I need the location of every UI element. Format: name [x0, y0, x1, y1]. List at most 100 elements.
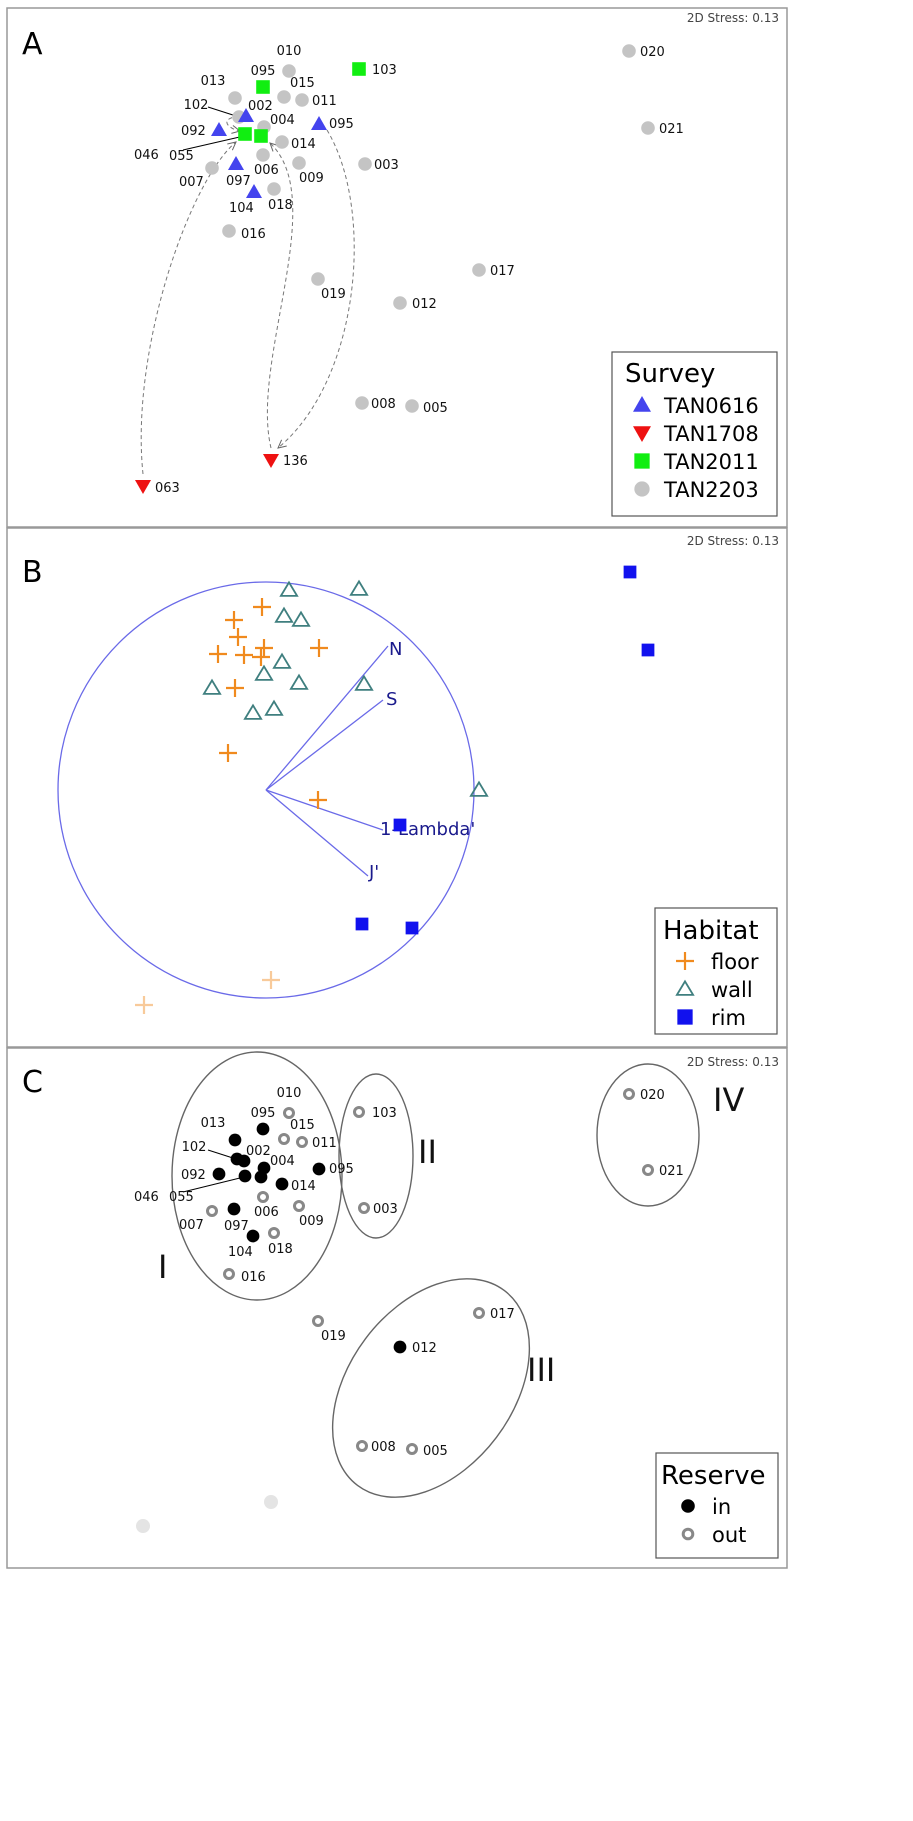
reserve-point-label-020: 020: [640, 1088, 665, 1103]
point-002: [238, 108, 254, 122]
reserve-point-002: [237, 1154, 251, 1168]
arrow-head-063: [227, 141, 237, 151]
reserve-point-label-095b: 095: [329, 1162, 354, 1177]
point-label-009: 009: [299, 171, 324, 186]
point-label-010: 010: [277, 44, 302, 59]
point-095b: [311, 116, 327, 130]
point-104: [246, 184, 262, 198]
point-label-013: 013: [201, 74, 226, 89]
reserve-point-019: [312, 1315, 324, 1327]
vector-label-3: J': [368, 862, 379, 883]
point-label-015: 015: [290, 76, 315, 91]
point-label-014: 014: [291, 137, 316, 152]
faded-point-faded-2: [136, 1519, 150, 1533]
panel-c-points: [136, 1088, 654, 1533]
panel-c-letter: C: [22, 1065, 43, 1100]
cluster-ellipse-iv: [596, 1063, 700, 1207]
reserve-point-label-046: 046: [134, 1190, 159, 1205]
survey-legend: Survey TAN0616 TAN1708 TAN2011 TAN2203: [611, 351, 778, 517]
point-007: [205, 161, 219, 175]
habitat-point-rim-27: [393, 818, 407, 832]
reserve-point-092: [212, 1167, 226, 1181]
legend-reserve-marker-0: [681, 1499, 695, 1513]
point-046: [238, 127, 252, 141]
point-label-004: 004: [270, 113, 295, 128]
reserve-point-label-011: 011: [312, 1136, 337, 1151]
reserve-point-label-007: 007: [179, 1218, 204, 1233]
point-label-002: 002: [248, 99, 273, 114]
point-label-055: 055: [169, 149, 194, 164]
reserve-point-label-103: 103: [372, 1106, 397, 1121]
habitat-point-rim-26: [641, 643, 655, 657]
reserve-point-label-013: 013: [201, 1116, 226, 1131]
point-label-095b: 095: [329, 117, 354, 132]
legend-habitat-label-2: rim: [711, 1006, 746, 1030]
habitat-point-floor-5: [255, 639, 273, 657]
point-010: [282, 64, 296, 78]
point-011: [295, 93, 309, 107]
legend-survey-label-3: TAN2203: [663, 478, 759, 502]
reserve-point-103: [353, 1106, 365, 1118]
point-055: [254, 129, 268, 143]
reserve-point-006: [257, 1191, 269, 1203]
habitat-point-wall-17: [272, 652, 292, 669]
reserve-point-095: [256, 1122, 270, 1136]
panel-c-stress: 2D Stress: 0.13: [687, 1055, 779, 1069]
reserve-point-012: [393, 1340, 407, 1354]
movement-arrow-095b-to-136: [277, 129, 355, 449]
point-label-021: 021: [659, 122, 684, 137]
panel-b-frame: [6, 527, 788, 1048]
point-006: [256, 148, 270, 162]
reserve-point-097: [227, 1202, 241, 1216]
panel-a-points: [135, 44, 655, 494]
reserve-legend-title: Reserve: [661, 1461, 766, 1491]
habitat-point-wall-22: [243, 703, 263, 720]
reserve-point-003: [358, 1202, 370, 1214]
legend-reserve-label-0: in: [712, 1495, 731, 1519]
point-095: [256, 80, 270, 94]
point-063: [135, 480, 151, 494]
survey-legend-title: Survey: [625, 359, 715, 389]
panel-c-frame: [6, 1047, 788, 1569]
leader-line-c-046: [182, 1176, 245, 1193]
habitat-point-wall-18: [254, 664, 274, 681]
reserve-point-095b: [312, 1162, 326, 1176]
reserve-point-055: [254, 1170, 268, 1184]
legend-survey-marker-2: [634, 453, 650, 469]
point-016: [222, 224, 236, 238]
point-label-005: 005: [423, 401, 448, 416]
panel-a-leader-lines: [182, 106, 245, 151]
cluster-ellipse-iii: [331, 1278, 531, 1498]
reserve-point-label-009: 009: [299, 1214, 324, 1229]
panel-b-points: [135, 565, 655, 1014]
legend-survey-marker-3: [634, 481, 650, 497]
reserve-legend: Reserve in out: [655, 1452, 779, 1559]
panel-b-vectors: NS1-Lambda'J': [265, 639, 475, 883]
point-label-007: 007: [179, 175, 204, 190]
reserve-point-label-021: 021: [659, 1164, 684, 1179]
legend-survey-marker-1: [633, 426, 651, 442]
vector-line-0: [265, 645, 389, 791]
habitat-point-wall-24: [469, 780, 489, 797]
reserve-point-label-010: 010: [277, 1086, 302, 1101]
point-012: [393, 296, 407, 310]
habitat-point-floor-2: [229, 628, 247, 646]
point-label-003: 003: [374, 158, 399, 173]
habitat-legend-box: [654, 907, 778, 1035]
habitat-point-rim-25: [623, 565, 637, 579]
leader-line-102: [207, 106, 237, 117]
vector-line-2: [265, 789, 384, 831]
reserve-point-label-012: 012: [412, 1341, 437, 1356]
vector-label-0: N: [389, 639, 402, 660]
habitat-point-wall-16: [291, 610, 311, 627]
reserve-point-016: [223, 1268, 235, 1280]
arrow-head-095b: [277, 439, 287, 449]
point-label-092: 092: [181, 124, 206, 139]
reserve-point-020: [623, 1088, 635, 1100]
point-label-103: 103: [372, 63, 397, 78]
reserve-point-label-006: 006: [254, 1205, 279, 1220]
arrow-head-136: [269, 142, 279, 152]
panel-a-letter: A: [22, 27, 43, 62]
